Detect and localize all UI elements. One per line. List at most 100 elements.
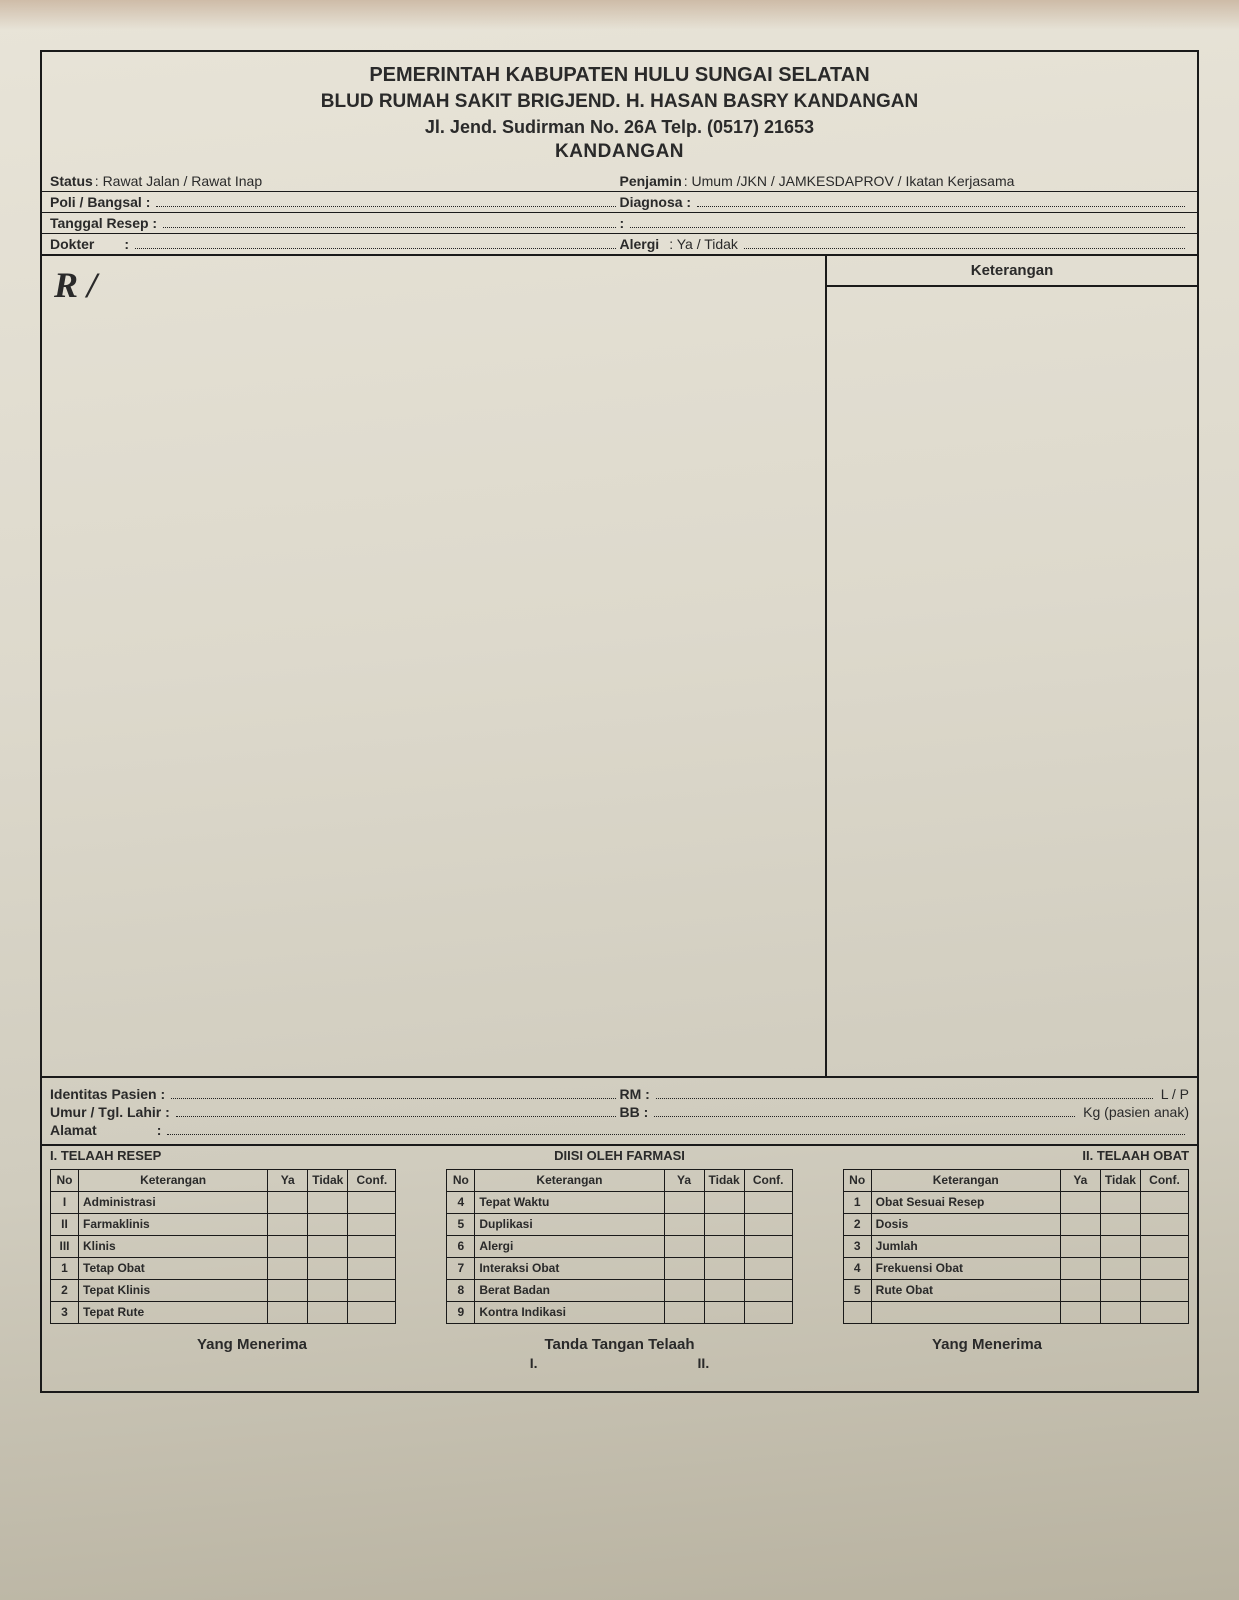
sig-ii: II. — [698, 1355, 710, 1371]
review-table-2: No Keterangan Ya Tidak Conf. 4Tepat Wakt… — [446, 1167, 792, 1324]
cell-ket: Administrasi — [79, 1191, 268, 1213]
tanggal-label: Tanggal Resep : — [50, 215, 157, 231]
cell-no: 3 — [843, 1235, 871, 1257]
cell-conf — [1140, 1279, 1188, 1301]
col-ket: Keterangan — [79, 1169, 268, 1191]
cell-ket: Berat Badan — [475, 1279, 664, 1301]
col-conf: Conf. — [744, 1169, 792, 1191]
cell-no: 4 — [843, 1257, 871, 1279]
cell-ket: Obat Sesuai Resep — [871, 1191, 1060, 1213]
keterangan-body — [827, 287, 1197, 1076]
rm-label: RM : — [620, 1086, 650, 1102]
cell-conf — [744, 1213, 792, 1235]
cell-ket: Klinis — [79, 1235, 268, 1257]
col-ya: Ya — [268, 1169, 308, 1191]
cell-tidak — [1100, 1257, 1140, 1279]
cell-conf — [744, 1191, 792, 1213]
header-line-4: KANDANGAN — [42, 139, 1197, 165]
col-tidak: Tidak — [1100, 1169, 1140, 1191]
table-row: 2Dosis — [843, 1213, 1188, 1235]
cell-no: 5 — [447, 1213, 475, 1235]
cell-ket: Interaksi Obat — [475, 1257, 664, 1279]
cell-conf — [348, 1279, 396, 1301]
alamat-label: Alamat — [50, 1122, 97, 1138]
cell-tidak — [308, 1279, 348, 1301]
cell-tidak — [704, 1191, 744, 1213]
cell-tidak — [704, 1235, 744, 1257]
umur-fill — [176, 1104, 616, 1117]
cell-no: 9 — [447, 1301, 475, 1323]
cell-no: 5 — [843, 1279, 871, 1301]
cell-ket: Kontra Indikasi — [475, 1301, 664, 1323]
alergi-fill — [744, 236, 1185, 249]
col-ket: Keterangan — [475, 1169, 664, 1191]
cell-ya — [268, 1301, 308, 1323]
table-row: 8Berat Badan — [447, 1279, 792, 1301]
cell-tidak — [704, 1213, 744, 1235]
review-section: No Keterangan Ya Tidak Conf. IAdministra… — [42, 1167, 1197, 1332]
cell-no: 2 — [51, 1279, 79, 1301]
header-line-1: PEMERINTAH KABUPATEN HULU SUNGAI SELATAN — [42, 62, 1197, 89]
alergi-label: Alergi — [620, 236, 660, 252]
cell-ya — [1060, 1301, 1100, 1323]
table-row: IIFarmaklinis — [51, 1213, 396, 1235]
prescription-body: R / Keterangan — [42, 256, 1197, 1078]
cell-ket: Frekuensi Obat — [871, 1257, 1060, 1279]
bb-suffix: Kg (pasien anak) — [1083, 1104, 1189, 1120]
keterangan-panel: Keterangan — [827, 256, 1197, 1076]
table-row: 1Obat Sesuai Resep — [843, 1191, 1188, 1213]
table-row: 4Tepat Waktu — [447, 1191, 792, 1213]
patient-info: Identitas Pasien : RM : L / P Umur / Tgl… — [42, 1078, 1197, 1144]
status-value: : Rawat Jalan / Rawat Inap — [95, 173, 262, 189]
cell-ket: Dosis — [871, 1213, 1060, 1235]
telaah-resep-table: No Keterangan Ya Tidak Conf. IAdministra… — [50, 1169, 396, 1324]
col-conf: Conf. — [348, 1169, 396, 1191]
cell-ya — [664, 1213, 704, 1235]
cell-ket: Duplikasi — [475, 1213, 664, 1235]
diagnosa-fill-2 — [630, 215, 1185, 228]
table-row: 9Kontra Indikasi — [447, 1301, 792, 1323]
signature-row: Yang Menerima Tanda Tangan Telaah Yang M… — [42, 1332, 1197, 1353]
cell-ket: Farmaklinis — [79, 1213, 268, 1235]
table-row: 4Frekuensi Obat — [843, 1257, 1188, 1279]
cell-no: 8 — [447, 1279, 475, 1301]
cell-tidak — [308, 1191, 348, 1213]
poli-fill — [156, 194, 615, 207]
col-no: No — [447, 1169, 475, 1191]
meta-row-poli: Poli / Bangsal : Diagnosa : — [42, 192, 1197, 212]
header-line-3: Jl. Jend. Sudirman No. 26A Telp. (0517) … — [42, 115, 1197, 139]
alergi-value: : Ya / Tidak — [669, 236, 738, 252]
identitas-label: Identitas Pasien : — [50, 1086, 165, 1102]
cell-ya — [1060, 1279, 1100, 1301]
header-line-2: BLUD RUMAH SAKIT BRIGJEND. H. HASAN BASR… — [42, 89, 1197, 115]
cell-ya — [1060, 1213, 1100, 1235]
cell-ya — [1060, 1191, 1100, 1213]
rx-area: R / — [42, 256, 827, 1076]
cell-ya — [268, 1279, 308, 1301]
meta-row-status: Status : Rawat Jalan / Rawat Inap Penjam… — [42, 171, 1197, 191]
telaah-resep-title: I. TELAAH RESEP — [50, 1148, 430, 1163]
rx-symbol: R / — [54, 264, 813, 306]
cell-tidak — [704, 1257, 744, 1279]
sig-i: I. — [530, 1355, 538, 1371]
cell-ket: Tepat Klinis — [79, 1279, 268, 1301]
dokter-fill — [135, 236, 615, 249]
cell-tidak — [704, 1279, 744, 1301]
cell-ya — [664, 1257, 704, 1279]
cell-conf — [348, 1257, 396, 1279]
cell-tidak — [1100, 1301, 1140, 1323]
cell-ya — [664, 1279, 704, 1301]
cell-ya — [268, 1235, 308, 1257]
cell-no: 1 — [843, 1191, 871, 1213]
diagnosa-label: Diagnosa : — [620, 194, 692, 210]
col-no: No — [51, 1169, 79, 1191]
meta-row-dokter: Dokter : Alergi : Ya / Tidak — [42, 234, 1197, 254]
cell-tidak — [308, 1257, 348, 1279]
cell-ket: Tetap Obat — [79, 1257, 268, 1279]
col-tidak: Tidak — [704, 1169, 744, 1191]
diagnosa-fill — [697, 194, 1185, 207]
penjamin-value: : Umum /JKN / JAMKESDAPROV / Ikatan Kerj… — [684, 173, 1015, 189]
telaah-obat-table: No Keterangan Ya Tidak Conf. 1Obat Sesua… — [843, 1169, 1189, 1324]
cell-ya — [1060, 1257, 1100, 1279]
table-row: 1Tetap Obat — [51, 1257, 396, 1279]
